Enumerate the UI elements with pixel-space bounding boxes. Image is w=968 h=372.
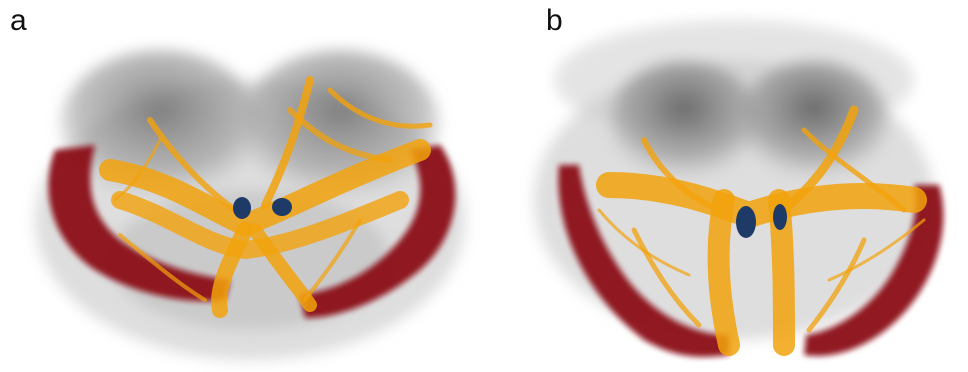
panel-label-a: a	[10, 4, 27, 37]
brain-volume-b	[534, 20, 934, 340]
panel-a: a	[10, 4, 465, 360]
panel-b: b	[484, 0, 968, 372]
tractography-render-a	[35, 50, 465, 360]
tractography-render-b	[534, 20, 944, 357]
panel-label-b: b	[546, 4, 563, 37]
red-structure-b	[558, 165, 944, 357]
fiber-bundle-a	[99, 76, 433, 318]
blue-nuclei-a	[233, 197, 292, 219]
blue-nuclei-b	[736, 204, 787, 238]
